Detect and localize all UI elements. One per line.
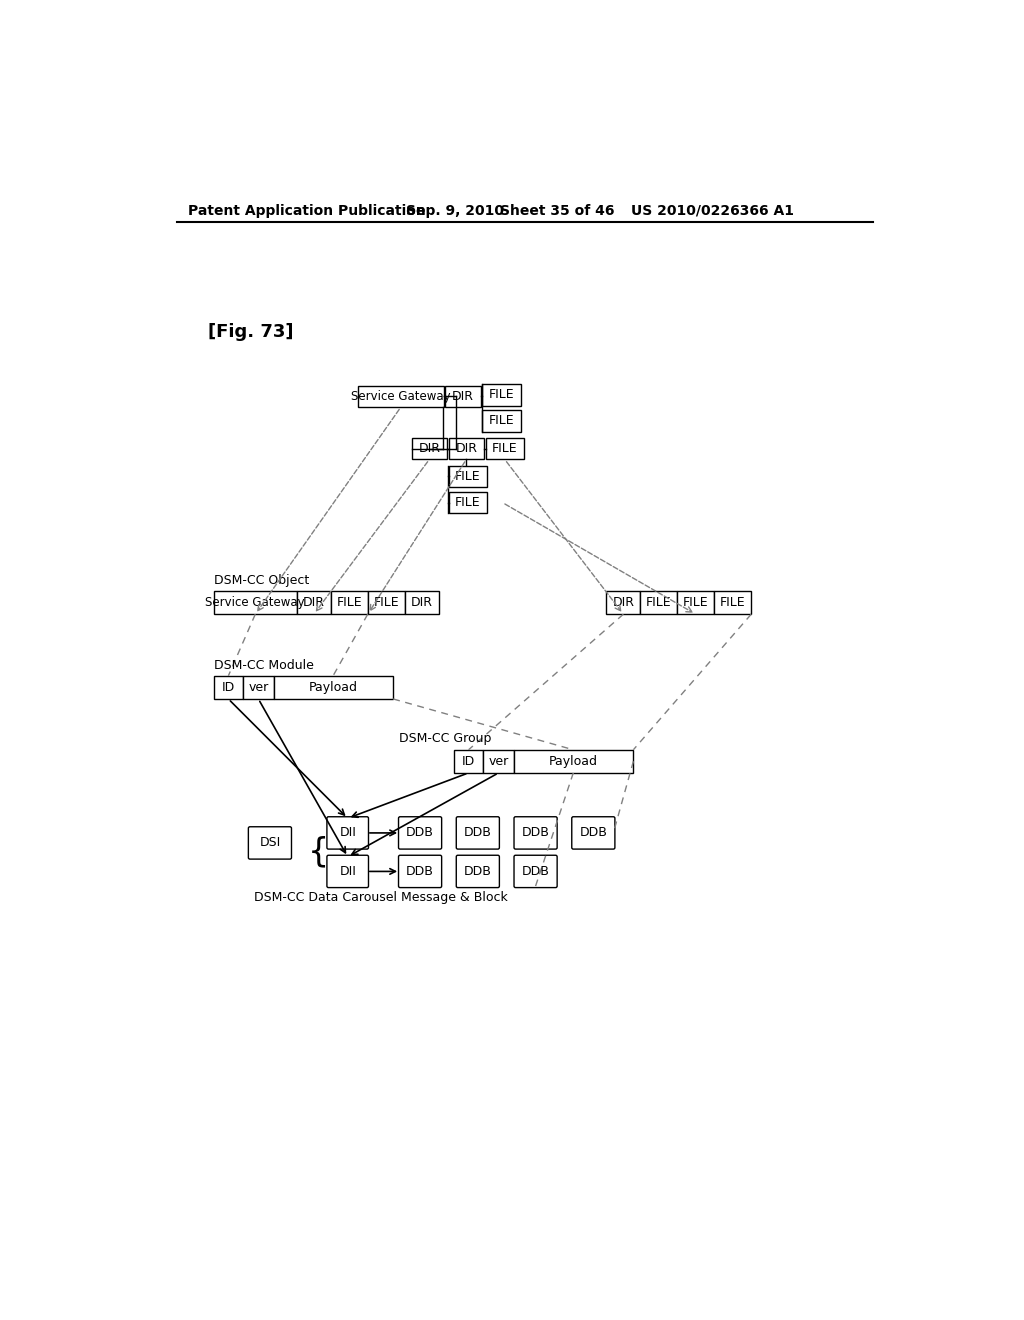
- Text: FILE: FILE: [337, 597, 362, 610]
- FancyBboxPatch shape: [457, 855, 500, 887]
- Text: DSM-CC Data Carousel Message & Block: DSM-CC Data Carousel Message & Block: [254, 891, 508, 904]
- Text: US 2010/0226366 A1: US 2010/0226366 A1: [631, 203, 794, 218]
- Text: DII: DII: [339, 865, 356, 878]
- FancyBboxPatch shape: [398, 855, 441, 887]
- Bar: [449, 466, 487, 487]
- Bar: [514, 750, 634, 774]
- Text: DDB: DDB: [580, 826, 607, 840]
- Text: FILE: FILE: [720, 597, 745, 610]
- Text: DSM-CC Group: DSM-CC Group: [398, 731, 490, 744]
- Text: DSM-CC Object: DSM-CC Object: [214, 574, 309, 587]
- Text: DDB: DDB: [521, 865, 550, 878]
- Text: FILE: FILE: [374, 597, 399, 610]
- Bar: [482, 384, 521, 405]
- Text: DIR: DIR: [303, 597, 325, 610]
- Text: FILE: FILE: [455, 496, 480, 510]
- FancyBboxPatch shape: [514, 855, 557, 887]
- Bar: [485, 438, 524, 459]
- Bar: [273, 676, 393, 700]
- Text: DDB: DDB: [407, 865, 434, 878]
- Bar: [714, 591, 752, 614]
- Text: {: {: [308, 836, 329, 869]
- Text: FILE: FILE: [488, 388, 514, 401]
- FancyBboxPatch shape: [514, 817, 557, 849]
- Text: DDB: DDB: [521, 826, 550, 840]
- Bar: [214, 676, 243, 700]
- Bar: [445, 385, 481, 407]
- Text: DIR: DIR: [453, 389, 474, 403]
- Text: Service Gateway: Service Gateway: [206, 597, 305, 610]
- FancyBboxPatch shape: [327, 855, 369, 887]
- Text: DDB: DDB: [407, 826, 434, 840]
- Bar: [640, 591, 677, 614]
- Text: ID: ID: [462, 755, 475, 768]
- Bar: [357, 385, 444, 407]
- Text: Payload: Payload: [309, 681, 358, 694]
- Bar: [243, 676, 273, 700]
- Bar: [677, 591, 714, 614]
- Text: ID: ID: [222, 681, 234, 694]
- Bar: [482, 411, 521, 432]
- FancyBboxPatch shape: [398, 817, 441, 849]
- Bar: [449, 492, 487, 513]
- Text: Sheet 35 of 46: Sheet 35 of 46: [500, 203, 614, 218]
- Text: ver: ver: [488, 755, 509, 768]
- Text: DIR: DIR: [612, 597, 634, 610]
- FancyBboxPatch shape: [457, 817, 500, 849]
- Text: Payload: Payload: [549, 755, 598, 768]
- Text: FILE: FILE: [683, 597, 709, 610]
- Text: FILE: FILE: [646, 597, 672, 610]
- FancyBboxPatch shape: [571, 817, 614, 849]
- Bar: [368, 591, 404, 614]
- Text: DSM-CC Module: DSM-CC Module: [214, 659, 313, 672]
- Bar: [297, 591, 331, 614]
- Bar: [483, 750, 514, 774]
- Text: FILE: FILE: [455, 470, 480, 483]
- Bar: [331, 591, 368, 614]
- Text: Sep. 9, 2010: Sep. 9, 2010: [407, 203, 504, 218]
- Text: Service Gateway: Service Gateway: [351, 389, 451, 403]
- Bar: [606, 591, 640, 614]
- FancyBboxPatch shape: [249, 826, 292, 859]
- FancyBboxPatch shape: [327, 817, 369, 849]
- Bar: [449, 438, 484, 459]
- Text: FILE: FILE: [492, 442, 517, 455]
- Bar: [412, 438, 447, 459]
- Text: DSI: DSI: [259, 837, 281, 850]
- Text: DIR: DIR: [456, 442, 477, 455]
- Bar: [214, 591, 297, 614]
- Text: DDB: DDB: [464, 826, 492, 840]
- Text: [Fig. 73]: [Fig. 73]: [208, 322, 293, 341]
- Text: FILE: FILE: [488, 414, 514, 428]
- Text: DIR: DIR: [419, 442, 440, 455]
- Text: ver: ver: [248, 681, 268, 694]
- Bar: [404, 591, 438, 614]
- Bar: [454, 750, 483, 774]
- Text: DII: DII: [339, 826, 356, 840]
- Text: Patent Application Publication: Patent Application Publication: [188, 203, 426, 218]
- Text: DDB: DDB: [464, 865, 492, 878]
- Text: DIR: DIR: [411, 597, 432, 610]
